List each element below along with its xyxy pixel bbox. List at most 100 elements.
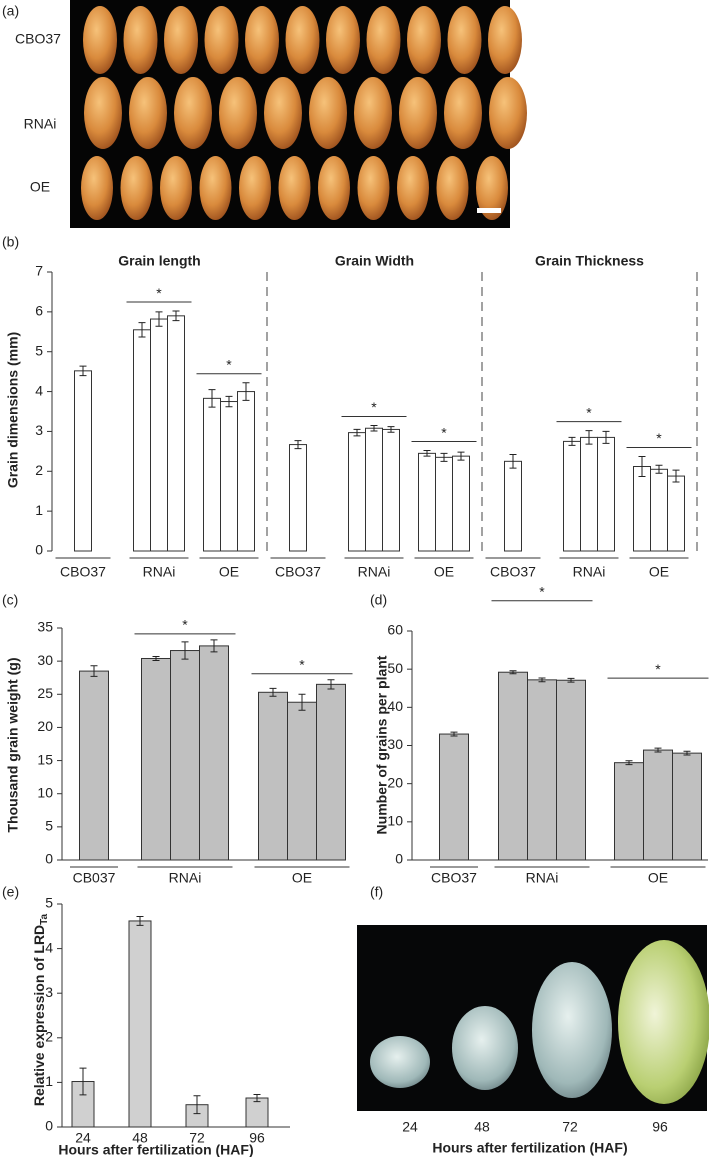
- x-tick-label: RNAi: [526, 870, 559, 886]
- bar: [258, 691, 288, 861]
- x-tick-label: OE: [292, 870, 312, 886]
- bar: [614, 762, 644, 861]
- x-tick-label: RNAi: [358, 564, 391, 580]
- error-bar: [672, 469, 680, 483]
- error-bar: [683, 750, 691, 756]
- x-tick-label: RNAi: [143, 564, 176, 580]
- grain-photo: [81, 156, 113, 220]
- seed-photo: [370, 1036, 430, 1088]
- scale-bar: [477, 208, 501, 213]
- y-tick-label: 7: [35, 263, 43, 279]
- y-tick-label: 0: [45, 1118, 53, 1134]
- seed-photo: [532, 962, 612, 1098]
- y-axis-label: Grain dimensions (mm): [5, 332, 21, 488]
- y-tick-label: 4: [35, 382, 43, 398]
- significance-mark: *: [226, 357, 232, 373]
- significance-mark: *: [182, 617, 188, 633]
- bar: [289, 444, 307, 552]
- bar: [580, 436, 598, 552]
- error-bar: [585, 430, 593, 445]
- grain-photo: [239, 156, 271, 220]
- bar: [435, 456, 453, 552]
- y-tick-label: 40: [387, 698, 403, 714]
- bar: [287, 701, 317, 861]
- grain-photo: [444, 77, 482, 149]
- grain-photo: [318, 156, 350, 220]
- error-bar: [253, 1093, 261, 1103]
- grain-photo: [489, 77, 527, 149]
- y-tick-label: 25: [37, 685, 53, 701]
- error-bar: [294, 440, 302, 450]
- significance-mark: *: [299, 656, 305, 672]
- grain-photo: [120, 156, 153, 220]
- grain-photo: [407, 6, 441, 74]
- grain-photo: [285, 6, 320, 74]
- bar: [199, 645, 229, 861]
- x-tick-label: CBO37: [60, 564, 106, 580]
- significance-mark: *: [371, 399, 377, 415]
- y-tick-label: 10: [387, 813, 403, 829]
- y-tick-label: 2: [35, 462, 43, 478]
- bar: [316, 683, 346, 861]
- error-bar: [210, 639, 218, 653]
- grain-photo: [354, 77, 392, 149]
- bar: [203, 397, 221, 552]
- error-bar: [509, 670, 517, 675]
- error-bar: [225, 395, 233, 408]
- y-tick-label: 4: [45, 939, 53, 955]
- y-axis-label-text: Relative expression of LRD: [31, 925, 47, 1106]
- grain-photo: [264, 77, 302, 149]
- y-tick-label: 0: [45, 851, 53, 867]
- bar: [667, 475, 685, 552]
- panel-label: (c): [2, 592, 18, 608]
- bar: [633, 466, 651, 552]
- error-bar: [152, 656, 160, 661]
- error-bar: [457, 451, 465, 461]
- grain-photo: [219, 77, 257, 149]
- x-tick-label: 24: [402, 1119, 418, 1135]
- error-bar: [172, 310, 180, 322]
- grain-photo: [199, 156, 232, 220]
- bar: [128, 920, 152, 1128]
- y-tick-label: 35: [37, 619, 53, 635]
- y-tick-label: 1: [45, 1073, 53, 1089]
- error-bar: [602, 430, 610, 444]
- grain-photo: [397, 156, 429, 220]
- significance-mark: *: [539, 583, 545, 599]
- significance-mark: *: [655, 661, 661, 677]
- panel-label: (b): [2, 234, 19, 250]
- x-tick-label: OE: [648, 870, 668, 886]
- grain-photo: [476, 156, 508, 220]
- y-tick-label: 0: [35, 542, 43, 558]
- y-tick-label: 5: [45, 895, 53, 911]
- error-bar: [370, 424, 378, 432]
- error-bar: [440, 452, 448, 462]
- seed-photo: [618, 940, 709, 1104]
- row-label: OE: [30, 179, 50, 195]
- x-axis-label: Hours after fertilization (HAF): [432, 1140, 627, 1156]
- error-bar: [387, 426, 395, 433]
- seed-photo: [452, 1006, 518, 1090]
- bar: [133, 329, 151, 552]
- y-tick-label: 50: [387, 660, 403, 676]
- y-axis-label: Number of grains per plant: [374, 655, 390, 834]
- bar: [167, 315, 185, 552]
- bar: [79, 670, 109, 861]
- bar: [74, 370, 92, 552]
- panel-label: (f): [370, 884, 383, 900]
- error-bar: [181, 641, 189, 660]
- x-tick-label: 48: [474, 1119, 490, 1135]
- grain-photo: [164, 6, 198, 74]
- grain-photo: [366, 6, 401, 74]
- x-tick-label: CBO37: [275, 564, 321, 580]
- error-bar: [79, 365, 87, 377]
- grain-photo: [123, 6, 158, 74]
- grain-photo: [204, 6, 239, 74]
- bar: [418, 452, 436, 552]
- grain-photo: [174, 77, 212, 149]
- y-tick-label: 3: [45, 984, 53, 1000]
- y-tick-label: 1: [35, 502, 43, 518]
- error-bar: [208, 389, 216, 408]
- grain-photo: [399, 77, 437, 149]
